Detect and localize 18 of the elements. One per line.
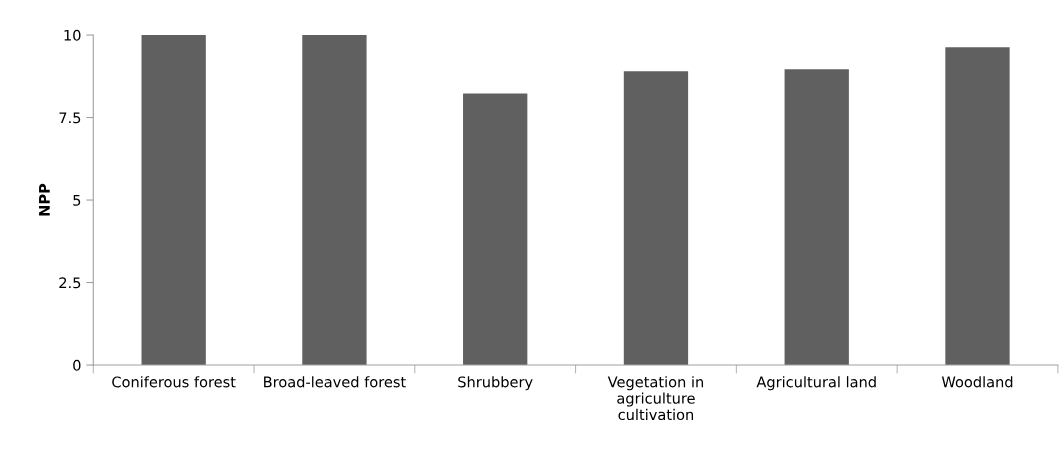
y-tick-label: 5 [73, 194, 81, 206]
x-tick-label: Shrubbery [458, 376, 533, 391]
x-tick-label: Agricultural land [756, 376, 876, 391]
y-tick-label: 0 [73, 359, 81, 371]
y-tick-label: 10 [64, 29, 81, 41]
bar [945, 47, 1010, 366]
y-tick-label: 2.5 [59, 277, 81, 289]
bar [302, 35, 367, 366]
bar [623, 71, 689, 366]
x-tick-label: Broad-leaved forest [264, 376, 406, 388]
y-axis-title: NPP [39, 183, 50, 216]
bar [463, 93, 528, 366]
x-tick-label: Vegetation in agriculture cultivation [607, 376, 704, 421]
bar [141, 35, 206, 366]
x-tick-label: Coniferous forest [112, 376, 236, 388]
x-tick-label: Woodland [941, 376, 1013, 388]
y-tick-label: 7.5 [59, 112, 81, 124]
bar [784, 69, 849, 366]
